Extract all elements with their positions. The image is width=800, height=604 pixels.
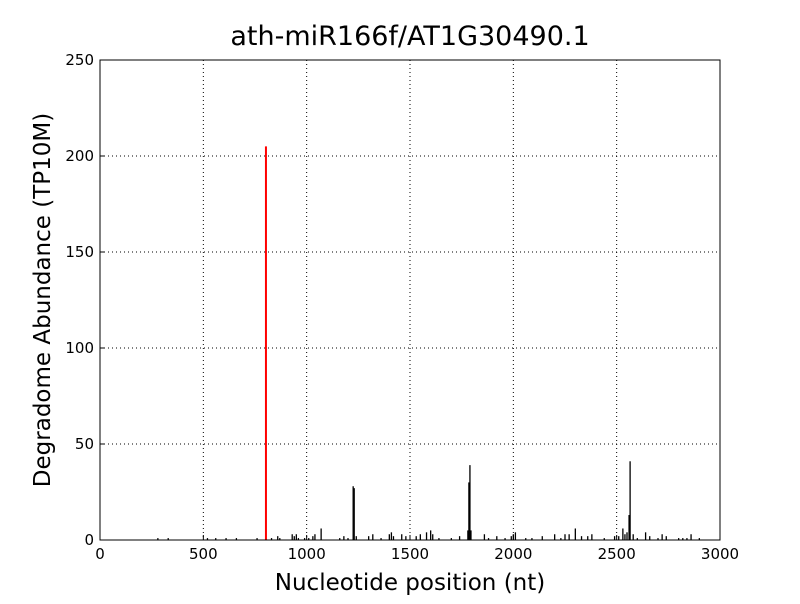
x-axis-label: Nucleotide position (nt) [275,570,545,596]
x-tick-label: 500 [189,545,218,563]
y-axis-label: Degradome Abundance (TP10M) [30,113,56,487]
y-tick-label: 200 [65,147,94,165]
y-tick-label: 100 [65,339,94,357]
y-tick-label: 50 [75,435,94,453]
x-tick-label: 1500 [391,545,429,563]
x-tick-label: 3000 [701,545,739,563]
y-tick-label: 0 [84,531,94,549]
plot-frame [99,59,721,541]
x-tick-label: 1000 [288,545,326,563]
x-tick-label: 2000 [494,545,532,563]
x-tick-label: 0 [95,545,105,563]
x-tick-label: 2500 [598,545,636,563]
y-tick-label: 250 [65,51,94,69]
y-tick-label: 150 [65,243,94,261]
chart-title: ath-miR166f/AT1G30490.1 [230,21,589,52]
